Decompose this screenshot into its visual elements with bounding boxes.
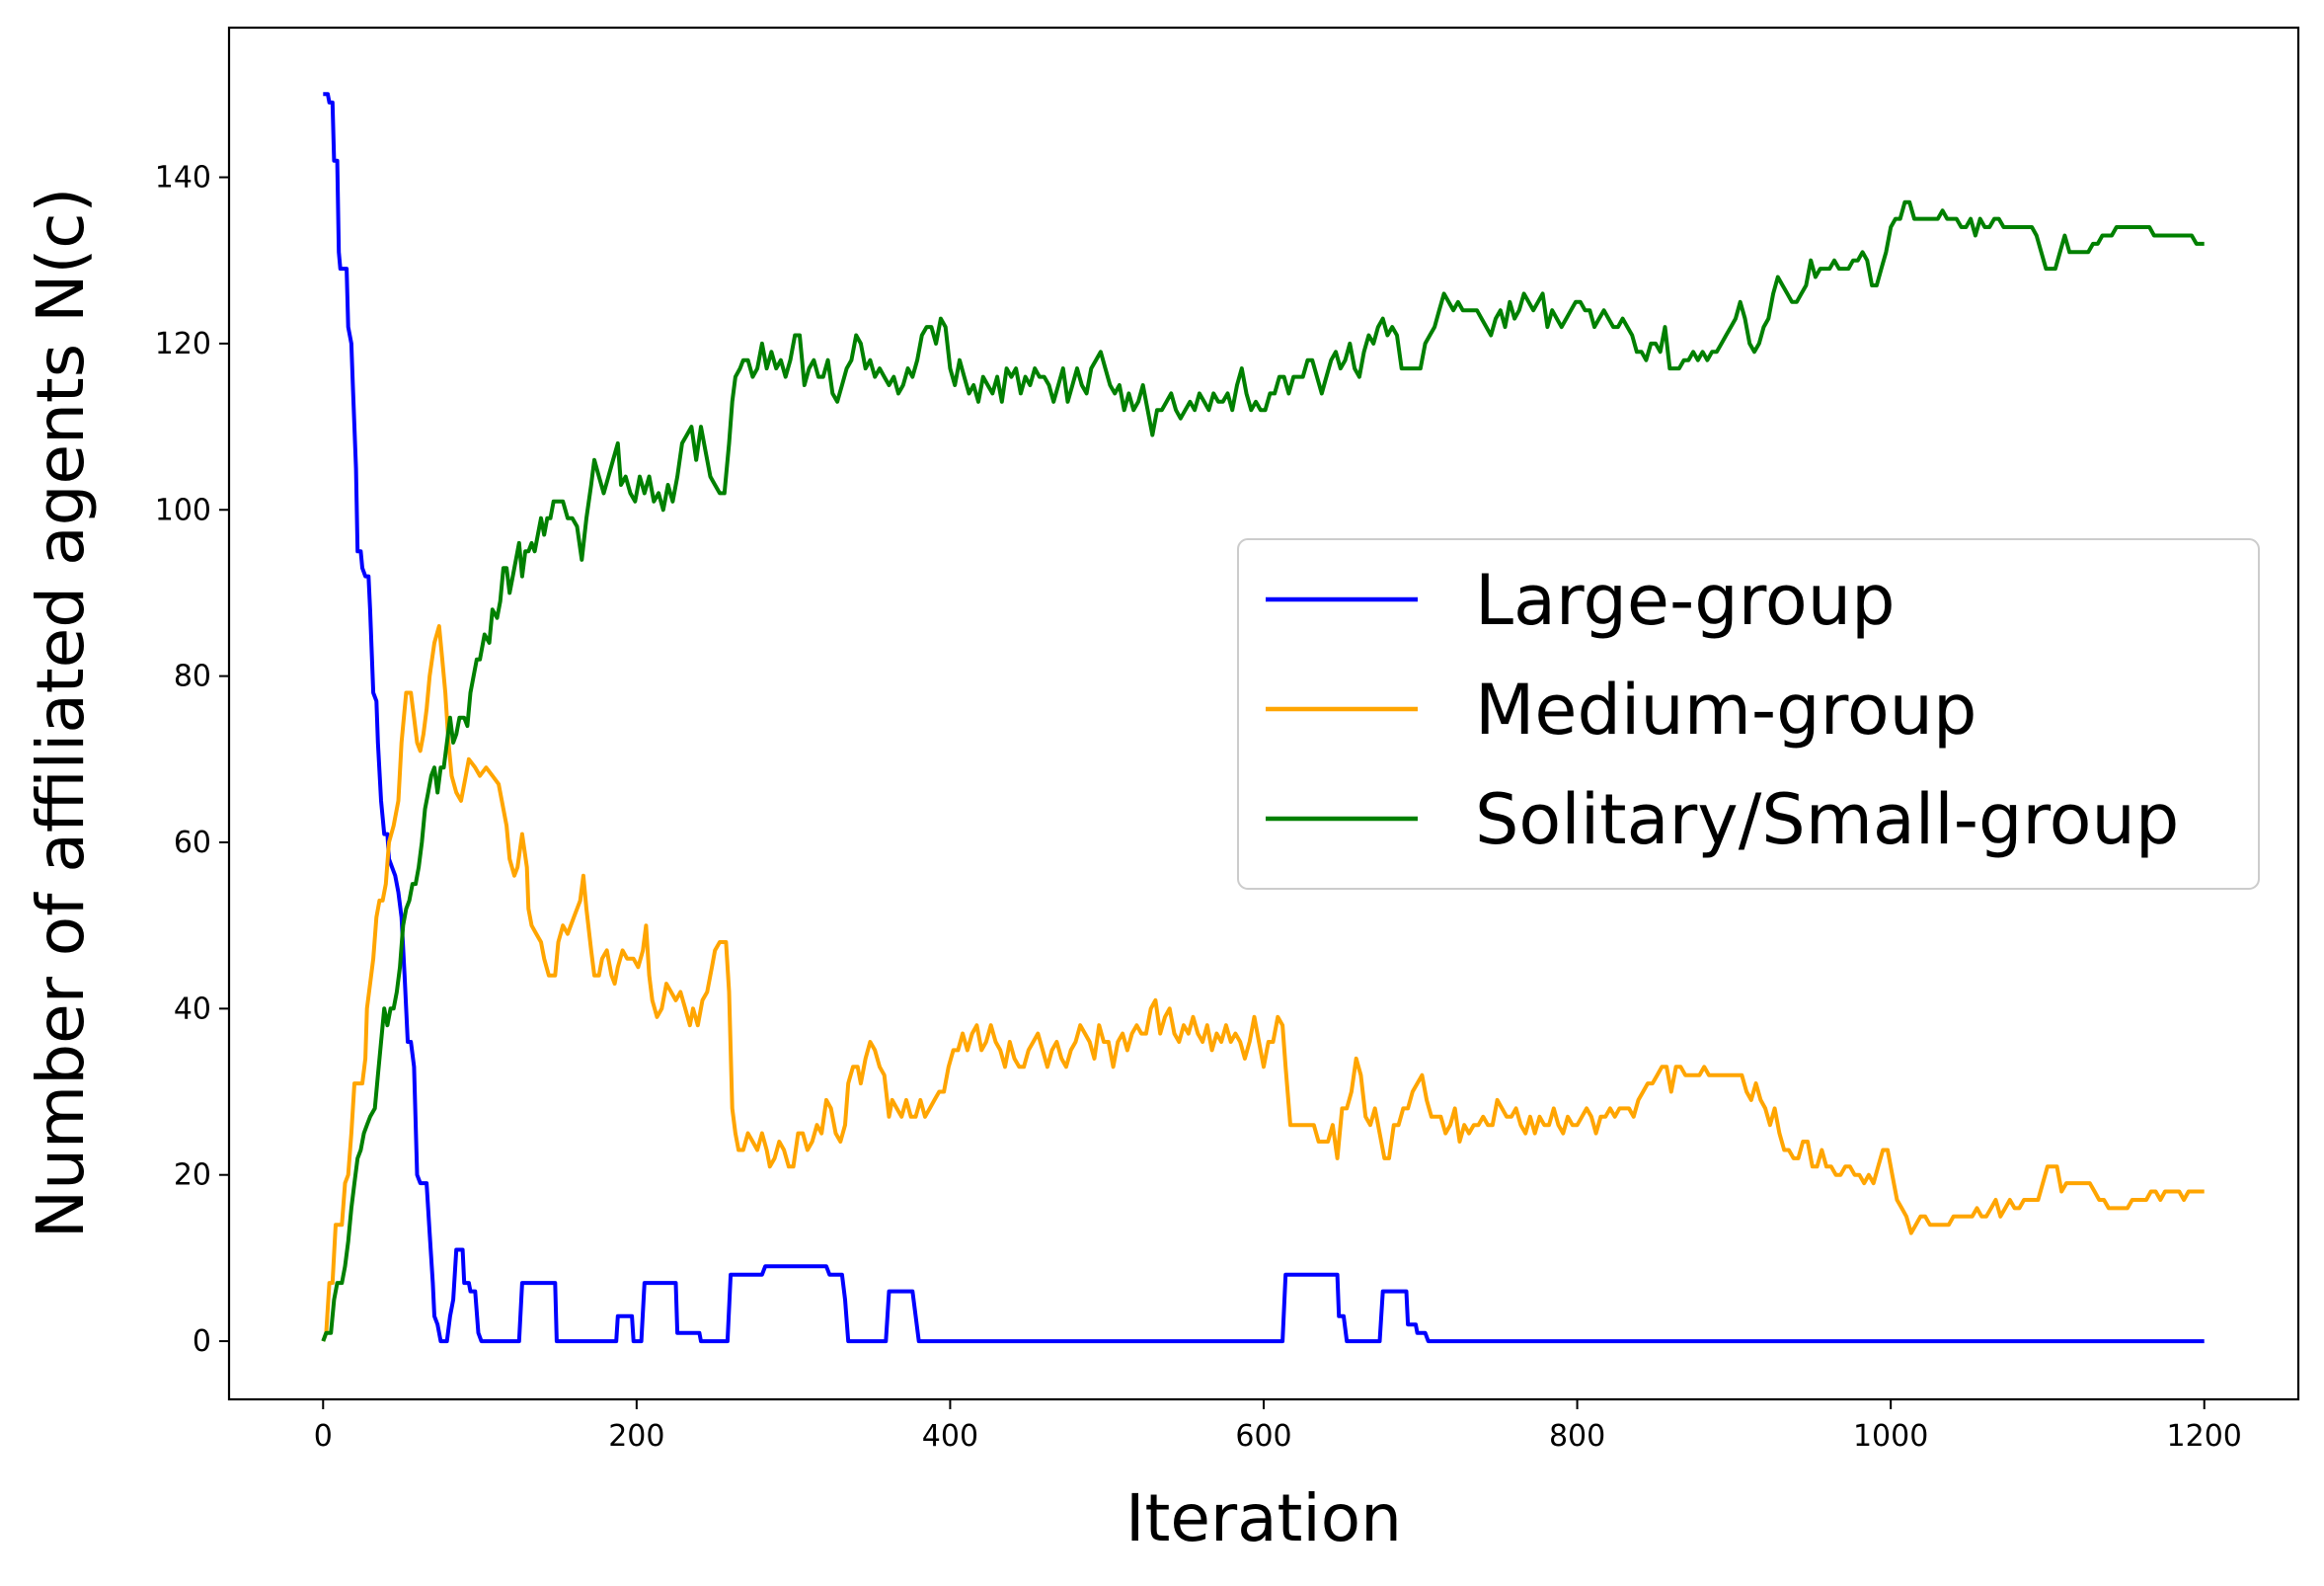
x-axis-label: Iteration — [1125, 1480, 1402, 1556]
y-tick-label: 120 — [155, 327, 211, 361]
x-tick-label: 0 — [314, 1419, 333, 1454]
x-tick-label: 1200 — [2167, 1419, 2242, 1454]
legend-label-medium-group: Medium-group — [1475, 670, 1976, 751]
legend-label-large-group: Large-group — [1475, 560, 1896, 641]
y-tick-label: 20 — [174, 1158, 211, 1193]
y-tick-label: 100 — [155, 493, 211, 527]
series-line-large-group — [323, 92, 2205, 1344]
y-tick-label: 140 — [155, 161, 211, 196]
x-tick-label: 600 — [1235, 1419, 1291, 1454]
x-tick-label: 200 — [608, 1419, 664, 1454]
legend: Large-group Medium-group Solitary/Small-… — [1237, 538, 2260, 890]
x-tick-label: 1000 — [1853, 1419, 1928, 1454]
y-tick-label: 60 — [174, 826, 211, 860]
y-axis-label: Number of affiliated agents N(c) — [23, 188, 99, 1239]
x-axis-ticks: 0 200 400 600 800 1000 1200 — [314, 1399, 2242, 1454]
legend-box — [1237, 538, 2260, 890]
legend-label-solitary-small-group: Solitary/Small-group — [1475, 779, 2179, 860]
x-tick-label: 400 — [922, 1419, 978, 1454]
y-axis-ticks: 0 20 40 60 80 100 120 140 — [155, 161, 229, 1359]
series-line-medium-group — [321, 624, 2205, 1342]
y-tick-label: 0 — [193, 1324, 211, 1359]
y-tick-label: 40 — [174, 991, 211, 1026]
y-tick-label: 80 — [174, 660, 211, 694]
plot-series-group — [321, 92, 2205, 1344]
series-line-solitary-small-group — [321, 199, 2205, 1342]
x-tick-label: 800 — [1549, 1419, 1605, 1454]
